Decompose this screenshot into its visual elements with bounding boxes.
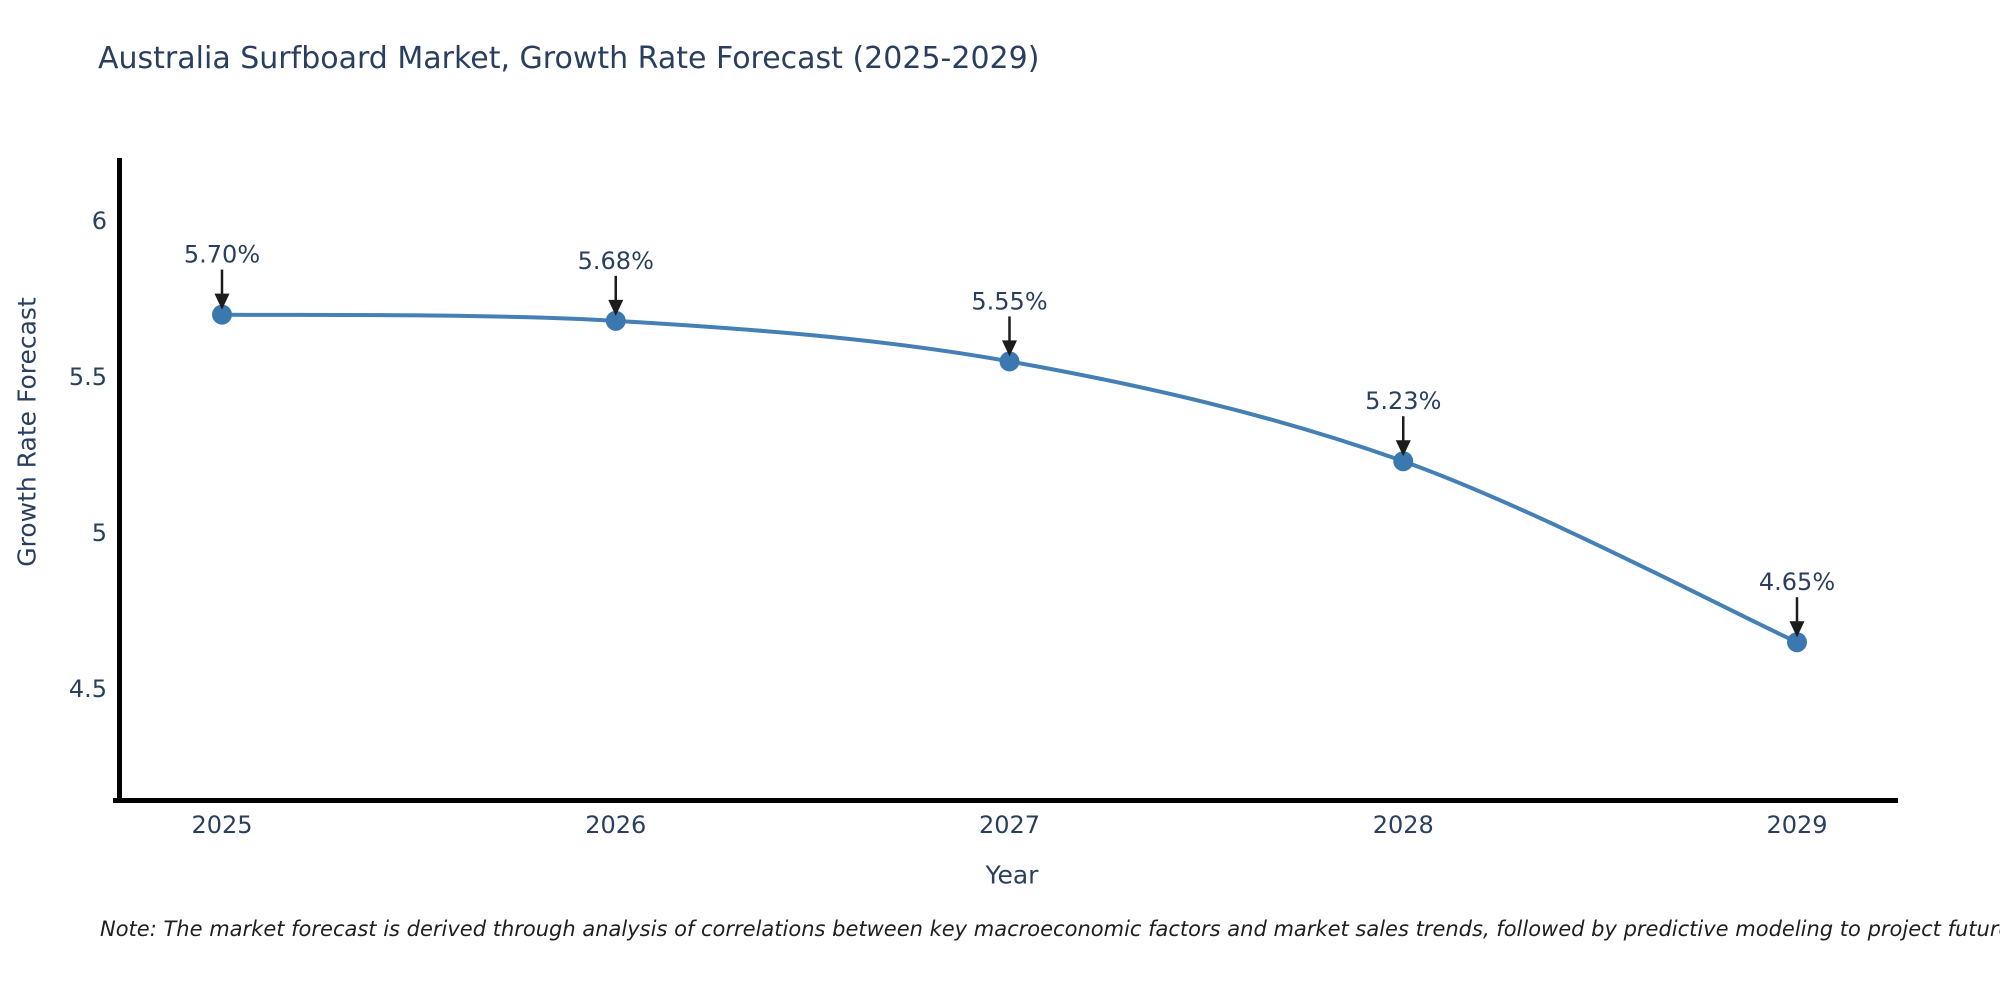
y-tick-label: 6 [92,207,107,235]
x-tick-label: 2027 [979,811,1040,839]
x-tick-label: 2028 [1373,811,1434,839]
y-tick-label: 4.5 [69,675,107,703]
annotation-arrowhead [1002,340,1017,357]
data-point-marker [212,304,232,325]
footnote: Note: The market forecast is derived thr… [100,917,2000,941]
annotation-arrowhead [1395,440,1411,457]
annotation-arrowhead [1789,621,1805,638]
annotation-arrowhead [608,299,624,316]
x-tick-label: 2026 [585,811,646,839]
x-axis-title: Year [985,860,1039,890]
data-point-label: 5.55% [971,287,1047,315]
data-point-marker [999,351,1020,372]
x-tick-label: 2029 [1766,811,1827,839]
chart-title: Australia Surfboard Market, Growth Rate … [98,41,1040,76]
data-point-label: 5.70% [184,241,260,269]
data-point-label: 5.23% [1365,387,1441,415]
x-tick-label: 2025 [191,811,252,839]
data-point-marker [1393,451,1414,472]
y-axis-title: Growth Rate Forecast [12,297,42,567]
data-point-marker [1787,632,1807,653]
y-tick-label: 5 [92,519,107,547]
y-tick-label: 5.5 [69,363,107,391]
data-point-label: 5.68% [578,247,654,275]
annotation-arrowhead [214,293,230,310]
data-point-label: 4.65% [1759,568,1835,596]
data-point-marker [605,310,626,331]
